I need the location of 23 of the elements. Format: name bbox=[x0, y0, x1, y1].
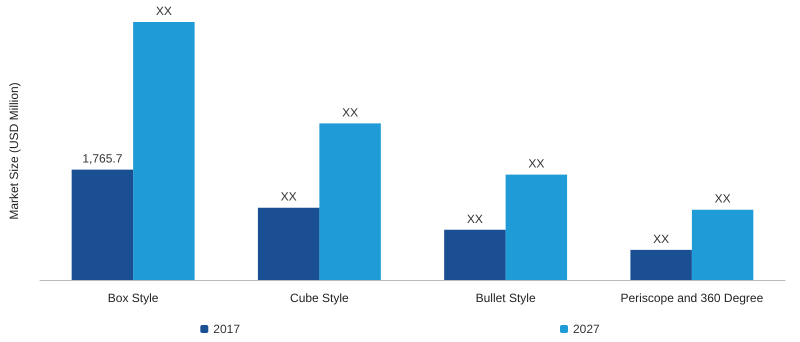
data-label: XX bbox=[466, 212, 483, 226]
data-label: XX bbox=[653, 232, 670, 246]
data-label: XX bbox=[280, 190, 297, 204]
bar bbox=[258, 208, 320, 280]
data-label: XX bbox=[156, 4, 172, 18]
bar bbox=[506, 174, 568, 280]
bar bbox=[630, 250, 692, 280]
x-tick-label: Box Style bbox=[108, 291, 159, 305]
legend-label: 2027 bbox=[573, 322, 600, 336]
x-tick-label: Cube Style bbox=[290, 291, 350, 305]
y-axis-title: Market Size (USD Million) bbox=[7, 82, 21, 220]
bar bbox=[319, 123, 381, 280]
data-label: XX bbox=[528, 156, 544, 171]
data-label: XX bbox=[342, 105, 358, 120]
bar bbox=[692, 210, 754, 280]
bar bbox=[133, 22, 195, 280]
data-label: XX bbox=[714, 192, 731, 206]
x-tick-label: Bullet Style bbox=[476, 291, 536, 305]
x-tick-label: Periscope and 360 Degree bbox=[620, 291, 764, 305]
data-label: 1,765.7 bbox=[82, 152, 123, 166]
bar bbox=[72, 170, 134, 280]
bar bbox=[444, 230, 506, 280]
legend-label: 2017 bbox=[213, 322, 240, 336]
